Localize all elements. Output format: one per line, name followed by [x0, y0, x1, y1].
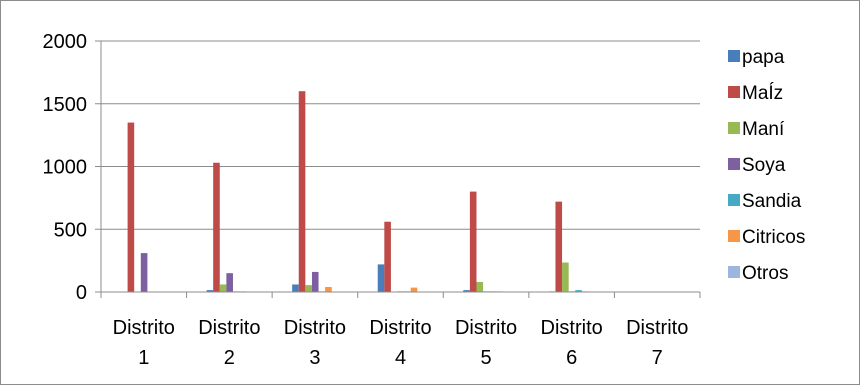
legend-label-sandia: Sandia: [742, 191, 802, 212]
bar-soya-3: [311, 271, 319, 292]
bar-maíz-1: [127, 122, 135, 292]
x-tick-label: 3: [309, 347, 320, 369]
x-tick-label: Distrito: [198, 317, 260, 339]
legend-swatch-soya: [728, 158, 740, 170]
bar-maní-6: [562, 262, 569, 292]
y-tick-label: 1500: [43, 94, 88, 116]
legend-swatch-papa: [728, 50, 740, 62]
bar-maíz-6: [555, 201, 563, 292]
x-tick-label: Distrito: [455, 317, 517, 339]
y-tick-label: 2000: [43, 31, 88, 53]
y-tick-label: 500: [54, 219, 87, 241]
bar-citricos-3: [325, 286, 332, 292]
x-tick-label: 2: [224, 347, 235, 369]
bar-maíz-2: [213, 162, 220, 292]
bar-maíz-4: [384, 221, 391, 292]
legend-swatch-otros: [728, 266, 740, 278]
x-tick-label: 4: [395, 347, 406, 369]
bar-citricos-4: [410, 287, 418, 292]
x-tick-label: Distrito: [113, 317, 175, 339]
bar-maní-5: [476, 281, 484, 292]
bar-maíz-5: [469, 191, 477, 292]
y-tick-label: 0: [76, 282, 87, 304]
x-tick-label: 5: [481, 347, 492, 369]
bar-maíz-3: [298, 91, 306, 292]
bar-soya-2: [226, 273, 233, 292]
legend-label-citricos: Citricos: [742, 227, 805, 248]
legend-swatch-citricos: [728, 230, 740, 242]
x-tick-label: 6: [566, 347, 577, 369]
legend-label-maní: Maní: [742, 119, 785, 140]
bar-papa-5: [463, 290, 470, 292]
x-tick-label: Distrito: [626, 317, 688, 339]
legend-label-maíz: MaÍz: [742, 83, 783, 104]
legend-label-otros: Otros: [742, 263, 788, 284]
bar-maní-3: [305, 285, 312, 292]
x-tick-label: Distrito: [541, 317, 603, 339]
legend-swatch-maní: [728, 122, 740, 134]
bar-papa-4: [377, 264, 385, 292]
bar-soya-1: [140, 253, 148, 292]
bar-maní-2: [219, 284, 227, 292]
bar-sandia-6: [575, 290, 582, 292]
legend-swatch-maíz: [728, 86, 740, 98]
legend-label-soya: Soya: [742, 155, 786, 176]
bar-papa-2: [206, 290, 214, 292]
x-tick-label: Distrito: [284, 317, 346, 339]
x-tick-label: 7: [652, 347, 663, 369]
x-tick-label: Distrito: [369, 317, 431, 339]
x-tick-label: 1: [138, 347, 149, 369]
legend-swatch-sandia: [728, 194, 740, 206]
legend-label-papa: papa: [742, 47, 785, 68]
bar-papa-3: [292, 284, 299, 292]
y-tick-label: 1000: [43, 157, 88, 179]
